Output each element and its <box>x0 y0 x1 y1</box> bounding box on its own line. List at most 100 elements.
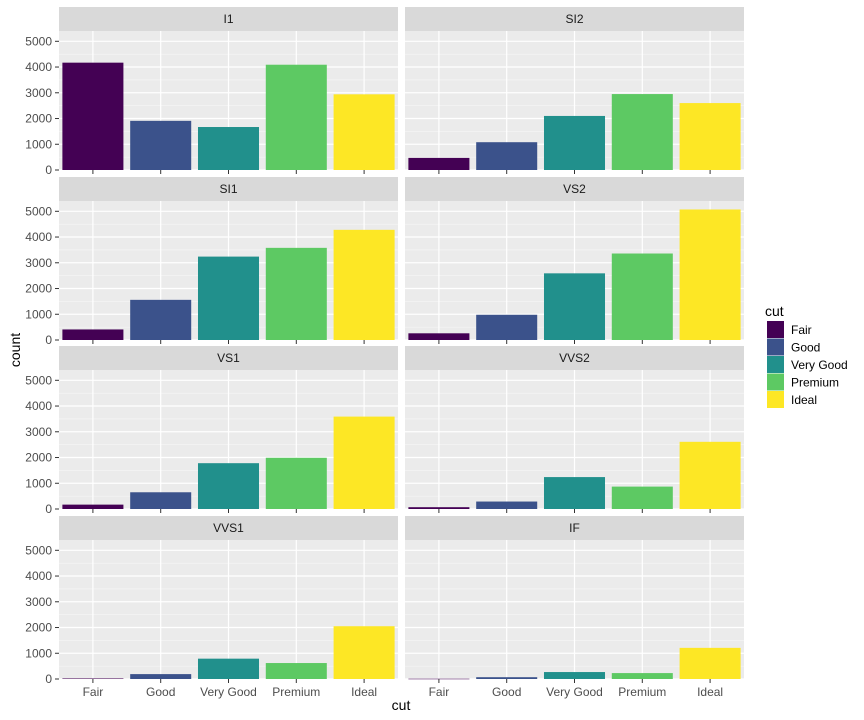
strip-si1 <box>59 177 398 201</box>
bar-vs1-premium <box>265 457 327 509</box>
bar-si2-fair <box>408 157 470 170</box>
legend-swatch-premium <box>767 373 784 391</box>
bar-vvs2-good <box>476 501 538 509</box>
bar-if-premium <box>611 673 673 679</box>
bar-vvs2-very-good <box>543 477 606 509</box>
x-tick-label: Very Good <box>200 685 257 699</box>
bar-si2-good <box>476 142 538 170</box>
legend-label-ideal: Ideal <box>791 393 817 407</box>
y-tick-label: 5000 <box>25 373 52 387</box>
strip-si2 <box>405 7 744 31</box>
legend-swatch-very-good <box>767 356 784 373</box>
y-tick-label: 1000 <box>25 646 52 660</box>
bar-si1-very-good <box>197 256 260 340</box>
bar-vs1-fair <box>62 504 124 509</box>
y-tick-label: 4000 <box>25 399 52 413</box>
legend-title: cut <box>765 303 784 319</box>
x-tick-label: Good <box>492 685 521 699</box>
bar-si1-good <box>130 299 192 340</box>
bar-vvs1-very-good <box>197 658 260 679</box>
bar-si1-ideal <box>333 229 395 340</box>
y-tick-label: 4000 <box>25 230 52 244</box>
x-tick-label: Fair <box>429 685 450 699</box>
bar-si1-fair <box>62 329 124 340</box>
y-tick-label: 4000 <box>25 569 52 583</box>
bar-vs1-good <box>130 492 192 509</box>
y-tick-label: 0 <box>45 502 52 516</box>
bar-vvs1-good <box>130 674 192 679</box>
y-tick-label: 5000 <box>25 543 52 557</box>
y-tick-label: 3000 <box>25 256 52 270</box>
strip-label-vs2: VS2 <box>563 182 586 196</box>
bar-vvs1-ideal <box>333 626 395 679</box>
bar-vvs1-fair <box>62 678 124 679</box>
y-tick-label: 5000 <box>25 204 52 218</box>
y-tick-label: 5000 <box>25 34 52 48</box>
bar-if-very-good <box>543 672 606 679</box>
bar-i1-fair <box>62 62 124 170</box>
bar-i1-very-good <box>197 127 260 170</box>
y-tick-label: 4000 <box>25 60 52 74</box>
bar-vs1-ideal <box>333 416 395 509</box>
x-tick-label: Fair <box>83 685 104 699</box>
strip-vvs2 <box>405 346 744 370</box>
bar-vs2-good <box>476 314 538 340</box>
x-tick-label: Premium <box>272 685 320 699</box>
y-tick-label: 3000 <box>25 425 52 439</box>
strip-vs1 <box>59 346 398 370</box>
legend-label-premium: Premium <box>791 376 839 390</box>
y-tick-label: 1000 <box>25 476 52 490</box>
bar-i1-premium <box>265 64 327 170</box>
strip-label-i1: I1 <box>223 12 233 26</box>
strip-if <box>405 516 744 540</box>
bar-if-ideal <box>679 647 741 679</box>
legend-swatch-fair <box>767 321 784 338</box>
bar-if-fair <box>408 678 470 680</box>
bar-vvs2-premium <box>611 486 673 509</box>
x-tick-label: Ideal <box>351 685 377 699</box>
strip-i1 <box>59 7 398 31</box>
x-tick-label: Good <box>146 685 175 699</box>
strip-vs2 <box>405 177 744 201</box>
bar-i1-good <box>130 120 192 170</box>
bar-si2-very-good <box>543 115 606 170</box>
bar-vs2-fair <box>408 333 470 340</box>
x-axis-title: cut <box>392 697 411 713</box>
legend-label-very-good: Very Good <box>791 358 848 372</box>
y-tick-label: 3000 <box>25 86 52 100</box>
strip-label-si2: SI2 <box>565 12 583 26</box>
y-tick-label: 0 <box>45 672 52 686</box>
legend-label-fair: Fair <box>791 323 812 337</box>
legend-swatch-ideal <box>767 391 784 408</box>
x-tick-label: Very Good <box>546 685 603 699</box>
y-tick-label: 2000 <box>25 451 52 465</box>
y-tick-label: 2000 <box>25 282 52 296</box>
strip-label-vs1: VS1 <box>217 351 240 365</box>
legend-label-good: Good <box>791 341 820 355</box>
bar-si2-ideal <box>679 103 741 170</box>
bar-vs1-very-good <box>197 463 260 509</box>
y-tick-label: 0 <box>45 163 52 177</box>
strip-label-si1: SI1 <box>219 182 237 196</box>
strip-label-vvs1: VVS1 <box>213 521 244 535</box>
y-tick-label: 0 <box>45 333 52 347</box>
bar-si1-premium <box>265 247 327 340</box>
strip-vvs1 <box>59 516 398 540</box>
bar-vvs2-ideal <box>679 441 741 509</box>
x-tick-label: Premium <box>618 685 666 699</box>
bar-si2-premium <box>611 94 673 170</box>
y-axis-title: count <box>7 333 23 367</box>
bar-if-good <box>476 677 538 679</box>
legend-swatch-good <box>767 338 784 356</box>
y-tick-label: 2000 <box>25 112 52 126</box>
bar-vs2-premium <box>611 253 673 340</box>
bar-i1-ideal <box>333 94 395 170</box>
bar-vvs1-premium <box>265 663 327 679</box>
y-tick-label: 2000 <box>25 621 52 635</box>
bar-vs2-very-good <box>543 273 606 340</box>
x-tick-label: Ideal <box>697 685 723 699</box>
y-tick-label: 3000 <box>25 595 52 609</box>
bar-vs2-ideal <box>679 209 741 340</box>
y-tick-label: 1000 <box>25 307 52 321</box>
